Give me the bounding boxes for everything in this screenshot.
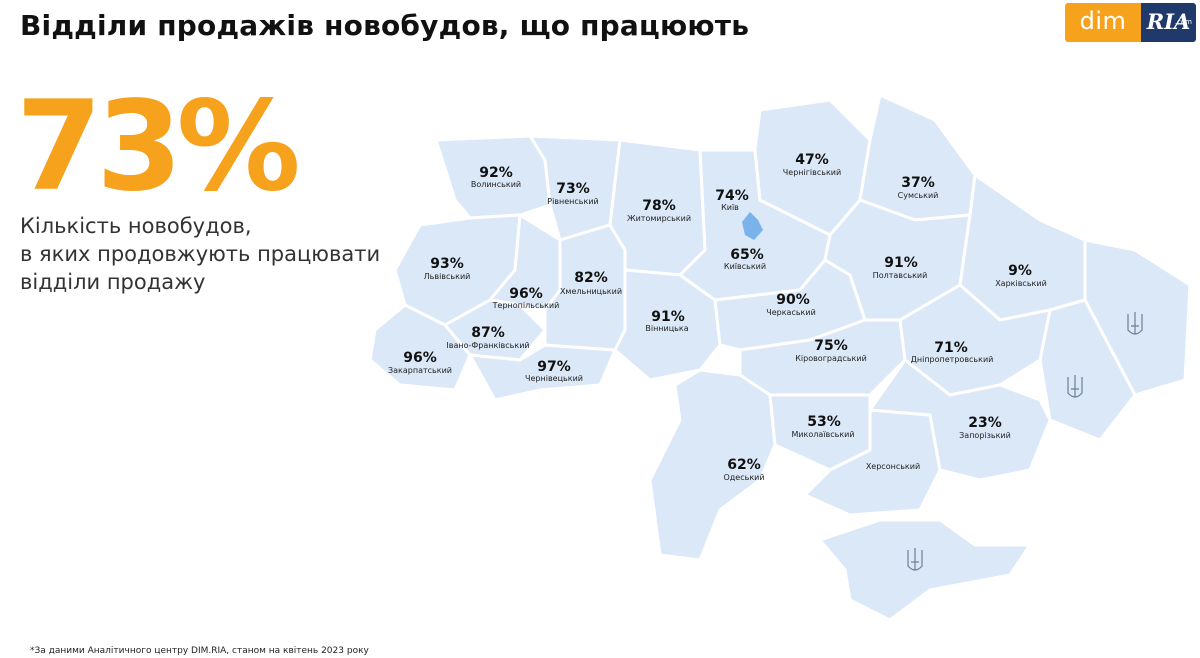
dimria-logo[interactable]: dim RIA .com	[1065, 3, 1196, 42]
region-value-zakarpattia: 96%	[403, 350, 437, 366]
region-value-cherkasy: 90%	[776, 292, 810, 308]
region-shape-sumy	[858, 93, 977, 222]
region-shape-zaporizhzhia	[868, 358, 1052, 482]
region-label-kherson: Херсонський	[866, 462, 920, 471]
logo-dim-text: dim	[1065, 3, 1141, 42]
region-value-chernivtsi: 97%	[537, 359, 571, 375]
region-label-kyiv-city: Київ	[721, 203, 739, 212]
trident-icon	[907, 548, 923, 571]
region-label-ivano: Івано-Франківський	[446, 341, 529, 350]
region-shape-kharkiv	[958, 173, 1087, 322]
region-value-kirovohrad: 75%	[814, 338, 848, 354]
ukraine-map: 92% Волинський 73% Рівненський 78% Житом…	[368, 93, 1192, 622]
page-title: Відділи продажів новобудов, що працюють	[20, 9, 750, 42]
description-line: в яких продовжують працювати	[20, 242, 381, 266]
region-label-chernivtsi: Чернівецький	[525, 374, 583, 383]
region-value-kyiv-oblast: 65%	[730, 247, 764, 263]
region-value-lviv: 93%	[430, 256, 464, 272]
region-value-mykolaiv: 53%	[807, 414, 841, 430]
region-value-ivano: 87%	[471, 325, 505, 341]
kyiv-city-shape	[742, 212, 763, 240]
footnote: *За даними Аналітичного центру DIM.RIA, …	[30, 646, 369, 656]
region-label-chernihiv: Чернігівський	[783, 168, 841, 177]
region-value-kharkiv: 9%	[1008, 263, 1032, 279]
map-background	[368, 93, 1192, 622]
region-value-odesa: 62%	[727, 457, 761, 473]
region-value-vinnytsia: 91%	[651, 309, 685, 325]
region-value-zhytomyr: 78%	[642, 198, 676, 214]
region-shape-zakarpattia	[368, 303, 472, 392]
logo-ria-block: RIA .com	[1141, 3, 1196, 42]
region-value-chernihiv: 47%	[795, 152, 829, 168]
region-shape-odesa	[648, 368, 777, 562]
region-value-poltava: 91%	[884, 255, 918, 271]
region-label-sumy: Сумський	[898, 191, 939, 200]
region-value-rivne: 73%	[556, 181, 590, 197]
region-label-mykolaiv: Миколаївський	[791, 430, 854, 439]
region-label-zakarpattia: Закарпатський	[388, 366, 452, 375]
region-value-zaporizhzhia: 23%	[968, 415, 1002, 431]
region-value-khmelnytskyi: 82%	[574, 270, 608, 286]
region-label-zaporizhzhia: Запорізький	[959, 431, 1011, 440]
region-label-khmelnytskyi: Хмельницький	[560, 287, 622, 296]
description-line: відділи продажу	[20, 270, 206, 294]
region-label-zhytomyr: Житомирський	[627, 214, 691, 223]
region-label-ternopil: Тернопільський	[492, 301, 560, 310]
region-value-volyn: 92%	[479, 165, 513, 181]
headline-description: Кількість новобудов, в яких продовжують …	[20, 212, 390, 296]
region-label-rivne: Рівненський	[547, 197, 599, 206]
region-value-sumy: 37%	[901, 175, 935, 191]
trident-icon	[1067, 375, 1083, 398]
region-value-ternopil: 96%	[509, 286, 543, 302]
region-label-dnipro: Дніпропетровський	[911, 355, 994, 364]
region-label-odesa: Одеський	[723, 473, 764, 482]
region-label-kirovohrad: Кіровоградський	[795, 354, 867, 363]
headline-percentage: 73%	[16, 75, 301, 219]
region-value-dnipro: 71%	[934, 340, 968, 356]
region-label-kharkiv: Харківський	[995, 279, 1047, 288]
region-label-lviv: Львівський	[424, 272, 471, 281]
region-shape-chernivtsi	[468, 343, 617, 402]
region-label-kyiv-oblast: Київський	[724, 262, 766, 271]
region-label-cherkasy: Черкаський	[766, 308, 816, 317]
region-label-poltava: Полтавський	[873, 271, 928, 280]
region-label-vinnytsia: Вінницька	[645, 324, 688, 333]
region-label-volyn: Волинський	[471, 180, 521, 189]
logo-ria-text: RIA	[1146, 9, 1191, 34]
description-line: Кількість новобудов,	[20, 214, 252, 238]
trident-icon	[1127, 312, 1143, 335]
region-value-kyiv-city: 74%	[715, 188, 749, 204]
logo-com-text: .com	[1174, 18, 1192, 26]
region-shape-crimea	[818, 518, 1032, 622]
